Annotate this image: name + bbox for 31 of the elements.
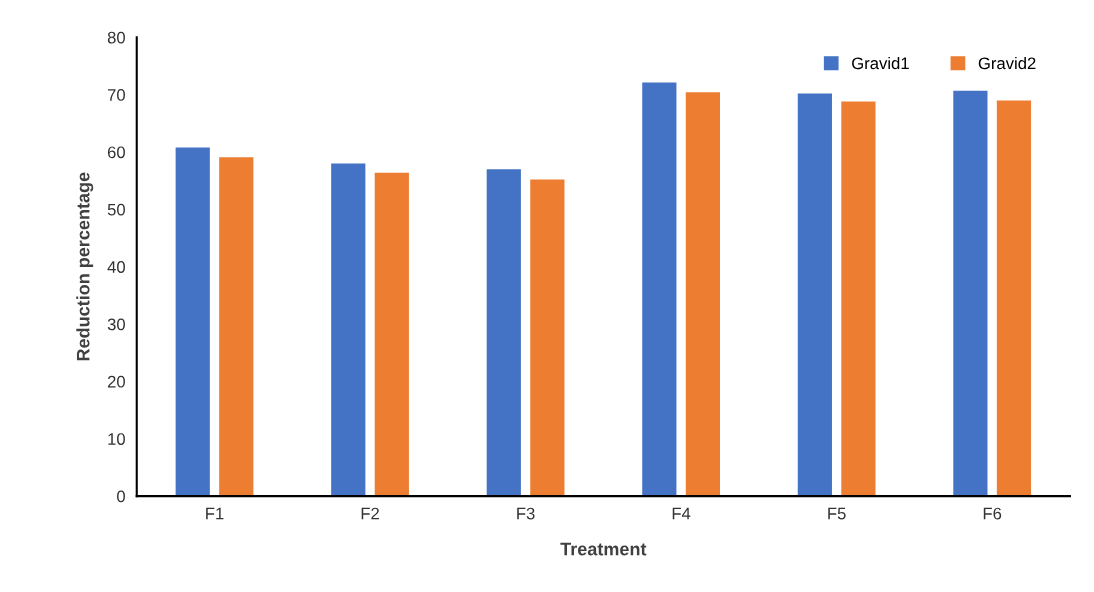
- y-tick-label: 0: [117, 490, 125, 503]
- x-tick-label: F5: [828, 507, 846, 520]
- bar: [642, 82, 677, 497]
- y-tick-label: 60: [107, 146, 125, 159]
- bar: [219, 157, 254, 497]
- y-tick-label: 10: [108, 433, 125, 445]
- bar: [175, 147, 210, 497]
- legend-label: Gravid2: [978, 56, 1036, 70]
- x-tick-label: F1: [206, 507, 224, 520]
- bar: [953, 90, 988, 497]
- y-tick-label: 30: [107, 318, 125, 331]
- x-axis-title: Treatment: [560, 542, 647, 556]
- x-tick-label: F3: [517, 507, 535, 520]
- y-tick-label: 50: [107, 203, 125, 216]
- x-tick-label: F6: [983, 507, 1002, 520]
- y-axis-title: Reduction percentage: [76, 172, 94, 361]
- bar: [331, 163, 366, 497]
- bar: [797, 93, 832, 497]
- bar: [530, 179, 565, 497]
- x-tick-label: F4: [672, 507, 691, 520]
- x-tick-label: F2: [361, 507, 379, 520]
- bar: [996, 100, 1032, 497]
- bar: [374, 172, 409, 497]
- y-tick-label: 40: [107, 261, 125, 273]
- y-tick-label: 70: [107, 89, 125, 101]
- y-tick-label: 80: [107, 31, 125, 44]
- legend-label: Gravid1: [852, 56, 909, 70]
- bar: [486, 169, 521, 497]
- bar: [685, 92, 720, 497]
- y-tick-label: 20: [107, 375, 125, 388]
- bar: [841, 101, 876, 497]
